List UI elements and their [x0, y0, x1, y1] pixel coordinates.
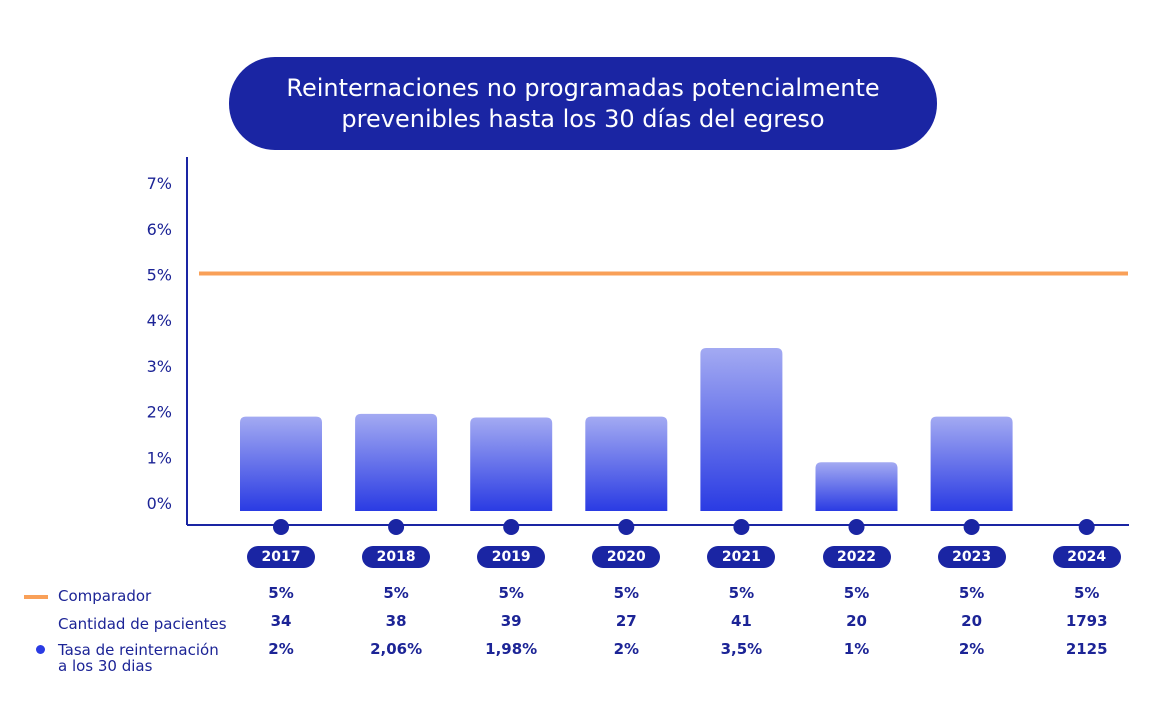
- table-cell: 5%: [613, 584, 640, 602]
- x-tick-label: 2022: [822, 546, 891, 568]
- y-tick-label: 2%: [147, 403, 172, 422]
- row-label-tasa-line1: Tasa de reinternación: [58, 641, 219, 659]
- table-cell: 2%: [268, 640, 294, 658]
- x-tick-label: 2020: [592, 546, 661, 568]
- rate-dot: [273, 519, 289, 535]
- rate-dot: [963, 519, 980, 535]
- rate-dot: [1078, 519, 1095, 535]
- table-cell: 1%: [843, 640, 870, 658]
- table-cell: 5%: [383, 584, 409, 602]
- table-cell: 39: [500, 612, 522, 630]
- row-label-tasa-line2: a los 30 dias: [58, 657, 153, 675]
- table-cell: 2,06%: [370, 640, 423, 658]
- table-cell: 5%: [498, 584, 524, 602]
- table-cell: 27: [615, 612, 637, 630]
- x-tick-label: 2021: [707, 546, 776, 568]
- table-cell: 41: [730, 612, 752, 630]
- table-cell: 1793: [1065, 612, 1108, 630]
- x-tick-label: 2017: [247, 546, 315, 568]
- bar: [815, 462, 898, 511]
- rate-dot: [848, 519, 865, 535]
- legend-comparator-swatch: [24, 595, 48, 599]
- rate-dot: [733, 519, 750, 535]
- bar: [470, 417, 553, 511]
- x-tick-label: 2019: [477, 546, 546, 568]
- x-tick-label: 2023: [937, 546, 1006, 568]
- row-label-tasa: Tasa de reinternación a los 30 dias: [58, 642, 219, 674]
- rate-dot: [503, 519, 520, 535]
- y-tick-label: 3%: [147, 357, 172, 376]
- table-cell: 2%: [958, 640, 985, 658]
- table-cell: 5%: [958, 584, 985, 602]
- table-cell: 20: [961, 612, 983, 630]
- x-tick-label: 2024: [1052, 546, 1121, 568]
- rate-dot: [618, 519, 635, 535]
- table-cell: 5%: [1073, 584, 1100, 602]
- table-cell: 5%: [728, 584, 755, 602]
- chart-title: Reinternaciones no programadas potencial…: [229, 57, 937, 150]
- row-label-comparador: Comparador: [58, 587, 152, 605]
- bar: [240, 416, 322, 511]
- y-tick-label: 7%: [147, 174, 172, 193]
- y-tick-label: 1%: [147, 448, 172, 467]
- legend-rate-dot: [36, 645, 45, 654]
- table-cell: 5%: [268, 584, 294, 602]
- table-cell: 2125: [1065, 640, 1108, 658]
- y-tick-label: 4%: [147, 311, 172, 330]
- table-cell: 2%: [613, 640, 640, 658]
- table-cell: 5%: [843, 584, 870, 602]
- table-cell: 38: [385, 612, 407, 630]
- table-cell: 20: [846, 612, 867, 630]
- bar: [355, 413, 438, 511]
- table-cell: 34: [270, 612, 292, 630]
- table-cell: 1,98%: [485, 640, 538, 658]
- rate-dot: [388, 519, 405, 535]
- row-label-pacientes: Cantidad de pacientes: [58, 615, 227, 633]
- bar: [700, 348, 783, 511]
- bar: [930, 416, 1013, 511]
- y-tick-label: 5%: [147, 266, 172, 285]
- bar: [585, 416, 668, 511]
- y-tick-label: 0%: [147, 494, 172, 513]
- y-tick-label: 6%: [147, 220, 172, 239]
- x-tick-label: 2018: [362, 546, 431, 568]
- table-cell: 3,5%: [720, 640, 763, 658]
